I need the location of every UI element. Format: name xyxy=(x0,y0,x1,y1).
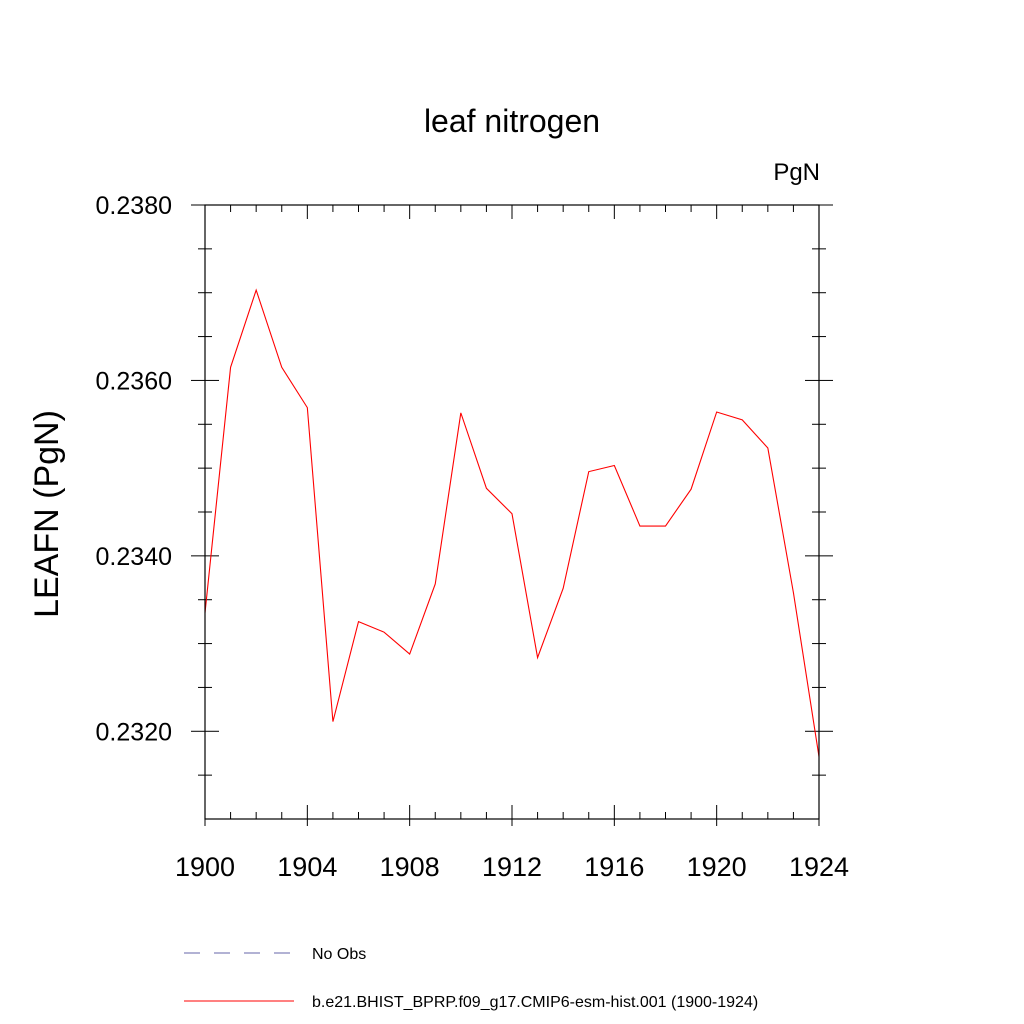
y-tick-label: 0.2380 xyxy=(96,192,172,220)
legend-label: b.e21.BHIST_BPRP.f09_g17.CMIP6-esm-hist.… xyxy=(312,994,758,1011)
x-tick-label: 1924 xyxy=(789,852,849,882)
x-tick-label: 1904 xyxy=(277,852,337,882)
x-tick-label: 1916 xyxy=(584,852,644,882)
x-tick-label: 1900 xyxy=(175,852,235,882)
x-tick-label: 1912 xyxy=(482,852,542,882)
x-tick-label: 1920 xyxy=(687,852,747,882)
x-tick-label: 1908 xyxy=(380,852,440,882)
legend: No Obs b.e21.BHIST_BPRP.f09_g17.CMIP6-esm… xyxy=(184,946,758,1011)
chart-title: leaf nitrogen xyxy=(424,103,600,139)
plot-layer xyxy=(204,288,820,757)
legend-label: No Obs xyxy=(312,946,366,963)
ticks-layer: 1900 1904 1908 1912 1916 1920 1924 0.2320 0.2340… xyxy=(96,192,850,882)
y-tick-label: 0.2320 xyxy=(96,718,172,746)
y-axis-label: LEAFN (PgN) xyxy=(28,410,66,618)
series-line xyxy=(204,288,820,757)
units-label: PgN xyxy=(773,159,820,186)
plot-frame xyxy=(204,204,820,820)
y-tick-label: 0.2360 xyxy=(96,367,172,395)
y-tick-label: 0.2340 xyxy=(96,543,172,571)
